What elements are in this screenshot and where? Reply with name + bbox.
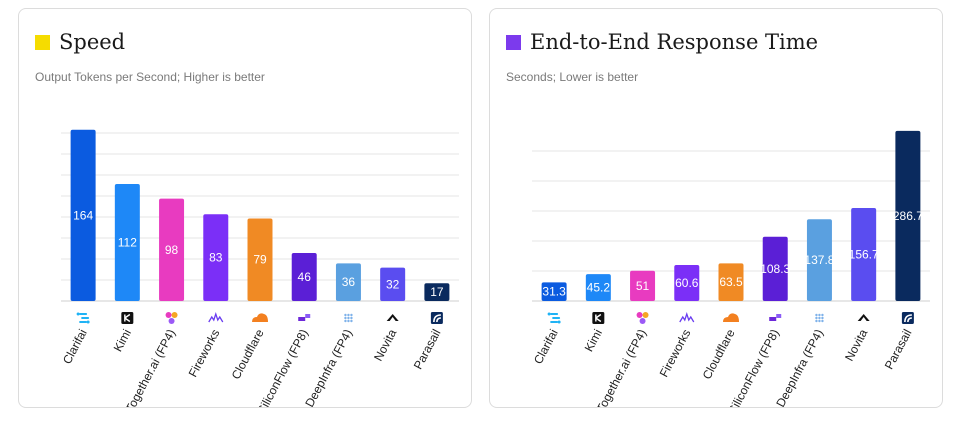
deepinfra-icon bbox=[815, 313, 824, 323]
siliconflow-icon bbox=[769, 314, 782, 321]
fireworks-icon bbox=[679, 311, 695, 323]
data-label: 137.8 bbox=[804, 253, 834, 267]
chart-title: Speed bbox=[35, 27, 125, 57]
bar-fireworks bbox=[203, 214, 229, 301]
kimi-icon bbox=[592, 312, 605, 324]
cloudflare-icon bbox=[723, 313, 739, 322]
data-label: 31.3 bbox=[542, 285, 566, 299]
bar-together-ai-fp4 bbox=[630, 270, 656, 301]
bar-parasail bbox=[895, 130, 921, 301]
bar-deepinfra-fp4 bbox=[335, 263, 361, 301]
chart-subtitle: Seconds; Lower is better bbox=[506, 70, 639, 84]
chart-title-text: Speed bbox=[59, 30, 126, 54]
together-icon bbox=[636, 312, 649, 324]
data-label: 79 bbox=[253, 253, 267, 267]
title-swatch bbox=[506, 34, 521, 50]
x-tick-label: Clarifai bbox=[531, 327, 561, 367]
x-tick-label: Kimi bbox=[111, 327, 134, 354]
data-label: 156.7 bbox=[849, 248, 879, 262]
data-label: 32 bbox=[386, 277, 400, 291]
chart-subtitle: Output Tokens per Second; Higher is bett… bbox=[35, 70, 265, 84]
x-tick-label: Fireworks bbox=[657, 327, 694, 379]
siliconflow-icon bbox=[298, 314, 311, 321]
clarifai-icon bbox=[547, 312, 561, 324]
data-label: 60.6 bbox=[675, 276, 699, 290]
data-label: 164 bbox=[73, 208, 93, 222]
x-tick-label: Parasail bbox=[411, 327, 444, 372]
bar-novita bbox=[851, 208, 877, 301]
x-tick-label: Clarifai bbox=[60, 327, 90, 367]
x-tick-label: Cloudflare bbox=[229, 327, 267, 382]
response-time-chart-card: End-to-End Response Time Seconds; Lower … bbox=[489, 8, 943, 408]
bar-siliconflow-fp8 bbox=[762, 236, 788, 301]
data-label: 98 bbox=[165, 243, 179, 257]
data-label: 108.3 bbox=[760, 262, 790, 276]
speed-chart-card: Speed Output Tokens per Second; Higher i… bbox=[18, 8, 472, 408]
bar-cloudflare bbox=[718, 263, 744, 301]
bar-fireworks bbox=[674, 265, 700, 301]
data-label: 45.2 bbox=[587, 281, 611, 295]
kimi-icon bbox=[121, 312, 134, 324]
fireworks-icon bbox=[208, 311, 224, 323]
parasail-icon bbox=[430, 312, 443, 324]
bar-deepinfra-fp4 bbox=[806, 219, 832, 301]
bar-novita bbox=[380, 267, 406, 301]
data-label: 286.7 bbox=[893, 209, 923, 223]
together-icon bbox=[165, 312, 178, 324]
data-label: 63.5 bbox=[719, 275, 743, 289]
bar-cloudflare bbox=[247, 218, 273, 301]
novita-icon bbox=[386, 314, 399, 321]
bar-together-ai-fp4 bbox=[159, 198, 185, 301]
bar-parasail bbox=[424, 283, 450, 301]
x-tick-label: DeepInfra (FP4) bbox=[773, 327, 826, 407]
novita-icon bbox=[857, 314, 870, 321]
data-label: 112 bbox=[118, 236, 137, 250]
cloudflare-icon bbox=[252, 313, 268, 322]
x-tick-label: Novita bbox=[842, 327, 870, 364]
data-label: 83 bbox=[209, 251, 223, 265]
clarifai-icon bbox=[76, 312, 90, 324]
x-tick-label: Fireworks bbox=[186, 327, 223, 379]
x-tick-label: Kimi bbox=[582, 327, 605, 354]
bar-kimi bbox=[585, 274, 611, 301]
x-tick-label: Parasail bbox=[882, 327, 915, 372]
chart-title-text: End-to-End Response Time bbox=[530, 30, 819, 54]
parasail-icon bbox=[901, 312, 914, 324]
x-tick-label: DeepInfra (FP4) bbox=[302, 327, 355, 407]
data-label: 46 bbox=[298, 270, 312, 284]
data-label: 17 bbox=[430, 285, 444, 299]
bar-siliconflow-fp8 bbox=[291, 252, 317, 301]
bar-kimi bbox=[114, 184, 140, 301]
chart-title: End-to-End Response Time bbox=[506, 27, 818, 57]
title-swatch bbox=[35, 34, 50, 50]
deepinfra-icon bbox=[344, 313, 353, 323]
x-tick-label: Cloudflare bbox=[700, 327, 738, 382]
data-label: 51 bbox=[636, 279, 650, 293]
x-tick-label: Novita bbox=[371, 327, 399, 364]
data-label: 36 bbox=[342, 275, 356, 289]
bar-clarifai bbox=[70, 129, 96, 301]
bar-clarifai bbox=[541, 282, 567, 301]
